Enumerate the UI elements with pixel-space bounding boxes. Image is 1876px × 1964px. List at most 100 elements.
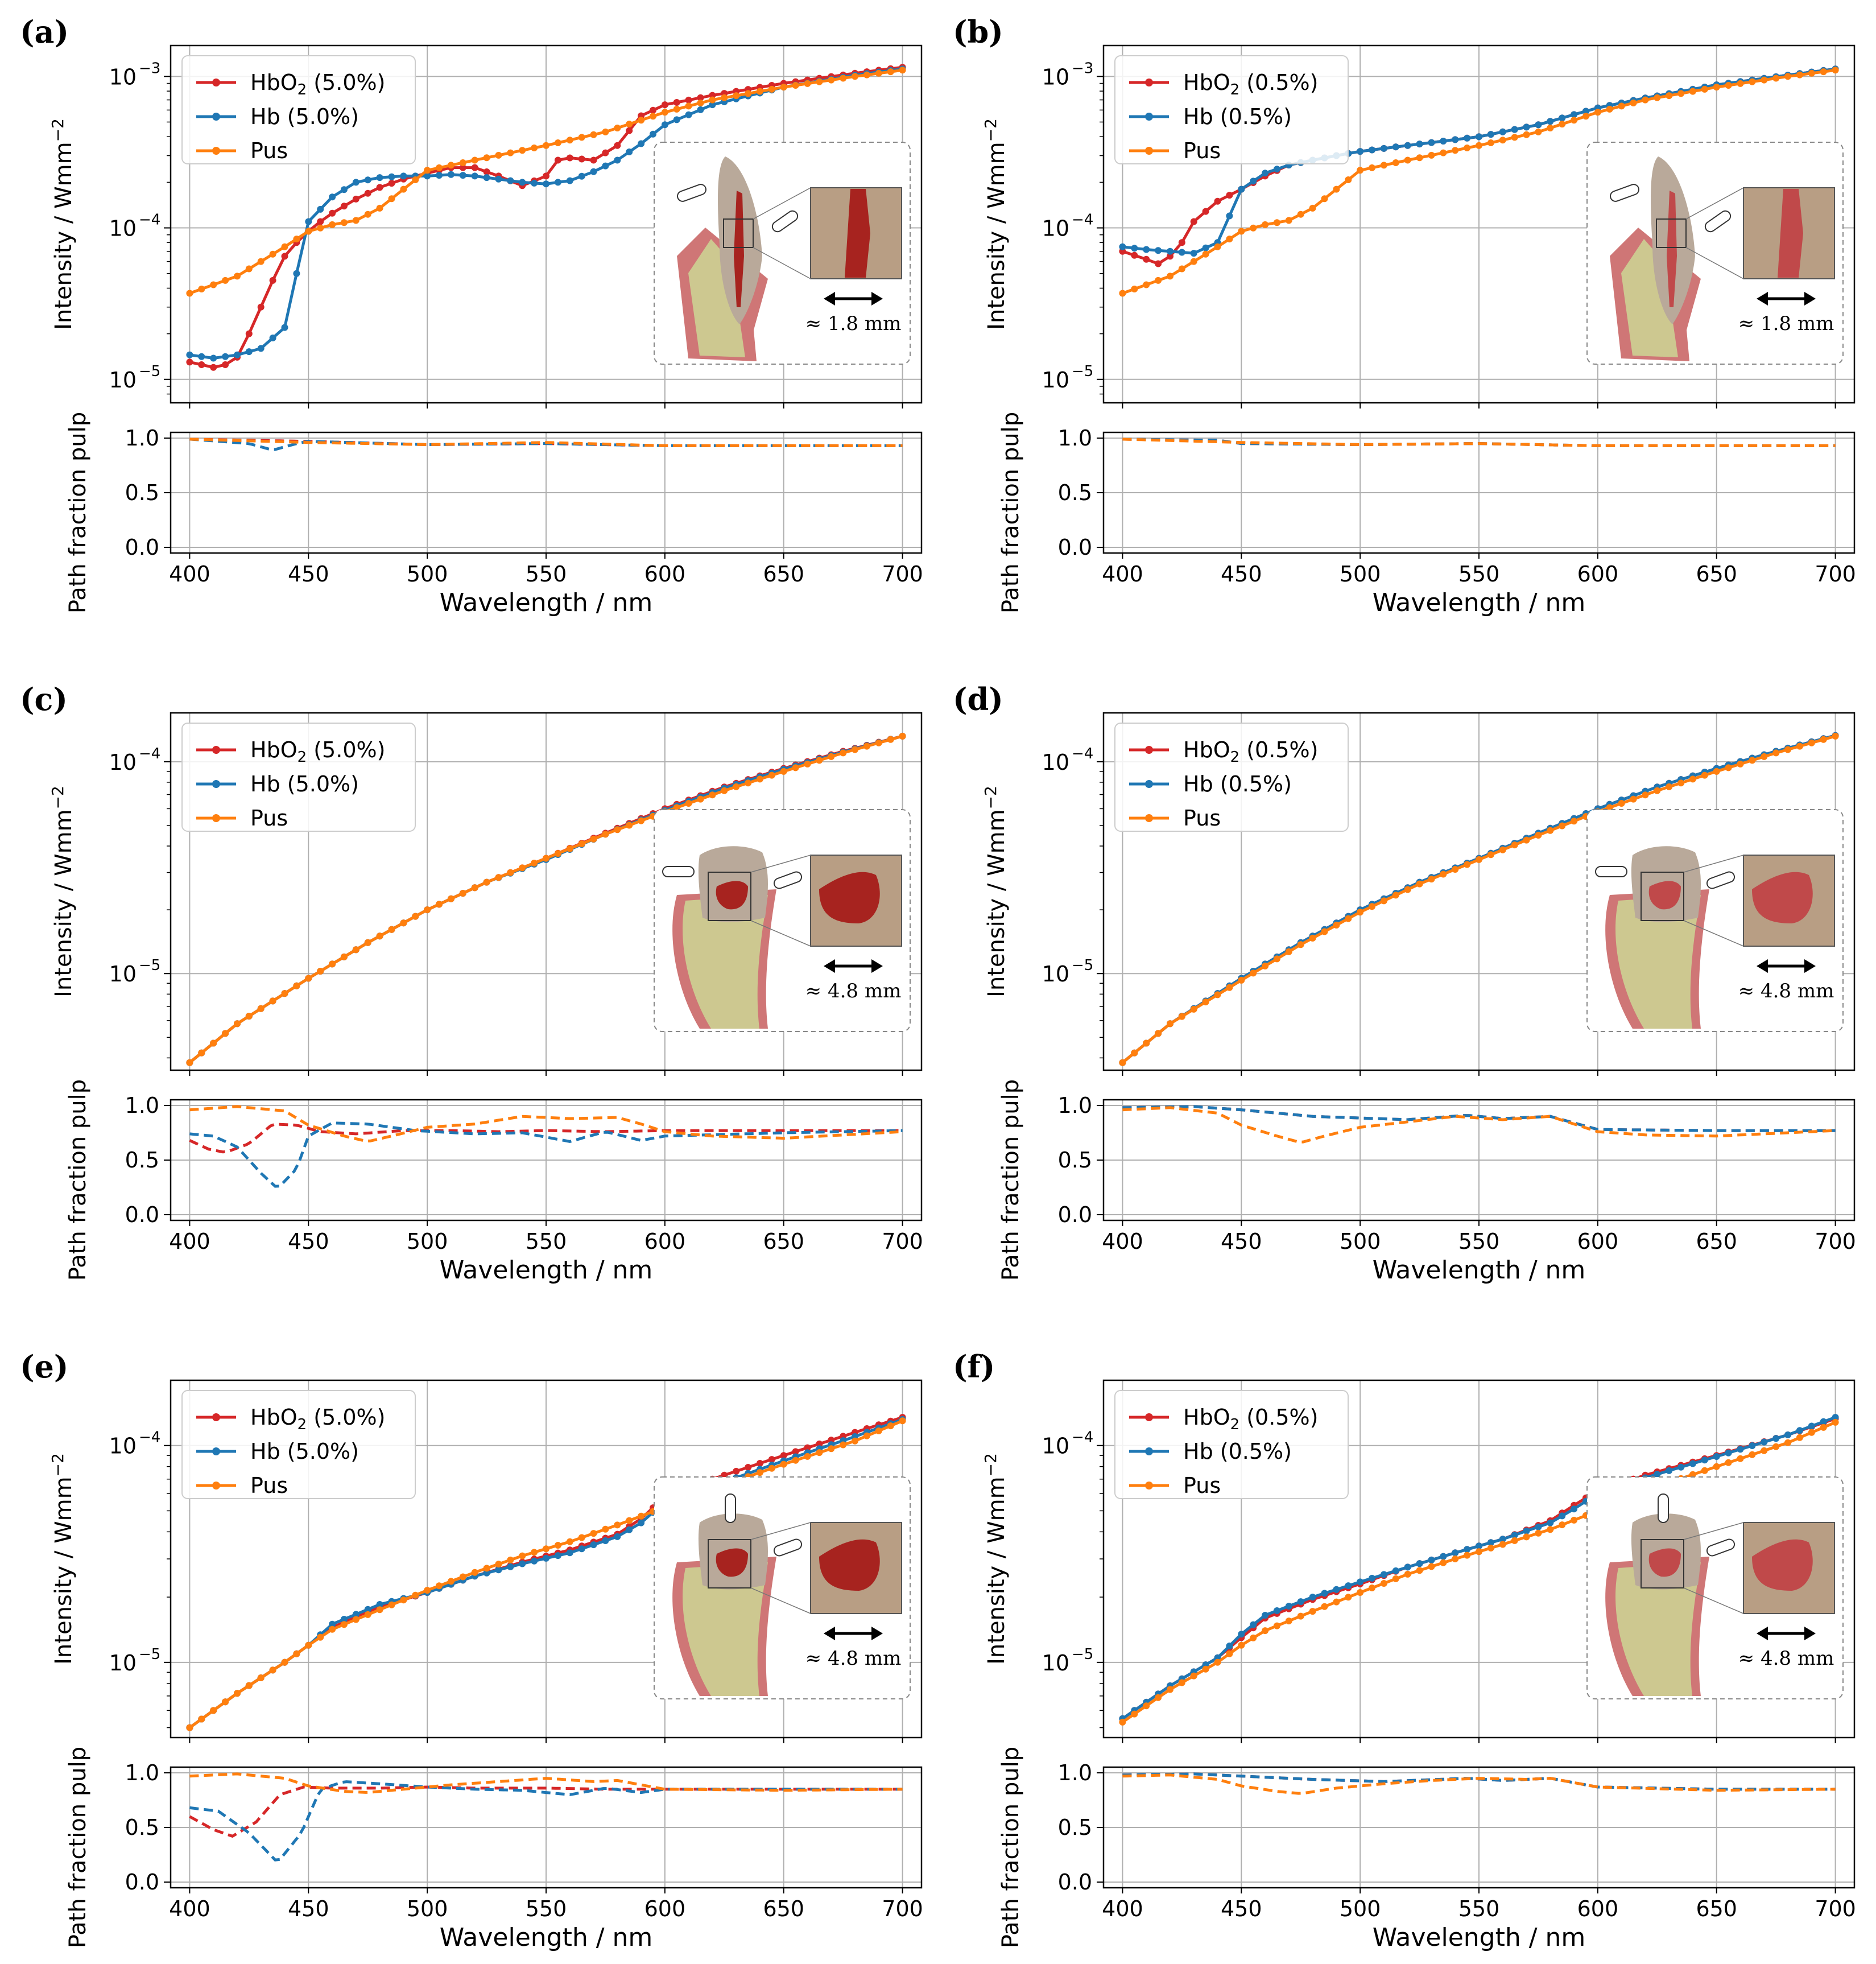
data-point: [1392, 892, 1399, 899]
data-point: [471, 164, 478, 171]
data-point: [638, 140, 645, 147]
x-tick-label: 650: [763, 1896, 804, 1921]
data-point: [1523, 123, 1530, 131]
y-tick-exponent: −4: [139, 212, 160, 229]
y-tick-exponent: −4: [1072, 745, 1093, 762]
y-tick-label: 10: [1042, 368, 1069, 393]
y-axis-label-path: Path fraction pulp: [65, 1747, 91, 1948]
data-point: [459, 172, 466, 179]
data-point: [733, 783, 740, 790]
data-point: [1297, 211, 1304, 218]
scale-arrow-right: [1804, 292, 1816, 306]
data-point: [352, 217, 360, 224]
data-point: [554, 1552, 561, 1559]
data-point: [1226, 192, 1233, 199]
data-point: [1250, 1621, 1257, 1628]
data-point: [1333, 1586, 1340, 1593]
data-point: [495, 1561, 502, 1568]
path-fraction-line: [1122, 1106, 1836, 1144]
data-point: [1820, 68, 1827, 76]
y-tick-label: 0.0: [125, 1870, 159, 1895]
data-point: [305, 218, 312, 225]
path-fraction-line: [1122, 1773, 1836, 1795]
data-point: [566, 845, 573, 852]
data-point: [1749, 78, 1756, 85]
data-point: [1416, 880, 1423, 888]
data-point: [1178, 249, 1185, 256]
data-point: [531, 145, 538, 151]
data-point: [519, 179, 526, 186]
y-tick-label: 10: [109, 962, 137, 987]
emitter-icon: [677, 184, 706, 202]
data-point: [1190, 1005, 1197, 1013]
data-point: [269, 250, 276, 258]
legend-label: Pus: [250, 138, 288, 163]
data-point: [1559, 822, 1566, 830]
data-point: [1487, 131, 1494, 138]
zoom-line: [750, 1522, 811, 1540]
data-point: [1428, 876, 1435, 883]
scale-text: ≈ 4.8 mm: [1738, 980, 1834, 1002]
data-point: [459, 1573, 466, 1581]
data-point: [1262, 1627, 1269, 1635]
data-point: [1559, 1521, 1566, 1529]
data-point: [1285, 217, 1292, 224]
data-point: [1262, 170, 1269, 177]
data-point: [709, 101, 716, 109]
data-point: [1701, 85, 1708, 93]
data-point: [1404, 1563, 1411, 1571]
data-point: [566, 137, 573, 144]
data-point: [519, 1552, 526, 1559]
data-point: [1416, 154, 1423, 162]
data-point: [875, 69, 882, 77]
data-point: [305, 228, 312, 235]
data-point: [1155, 277, 1162, 284]
data-point: [673, 99, 680, 106]
legend-marker: [212, 147, 220, 155]
y-axis-label: Intensity / Wmm−2: [981, 1453, 1010, 1665]
x-tick-label: 400: [169, 562, 210, 587]
legend-label: Hb (5.0%): [250, 1439, 359, 1464]
data-point: [780, 84, 787, 91]
y-tick-label: 0.0: [125, 1202, 159, 1227]
data-point: [1226, 1643, 1233, 1649]
data-point: [1131, 1710, 1138, 1718]
data-point: [1547, 827, 1554, 834]
data-point: [471, 884, 478, 892]
emitter-icon: [662, 866, 695, 877]
data-point: [210, 364, 217, 371]
pulp-shape: [1648, 881, 1681, 910]
data-point: [543, 142, 549, 149]
data-point: [257, 345, 265, 352]
data-point: [1357, 1589, 1364, 1596]
data-point: [222, 1030, 229, 1037]
data-point: [1701, 1467, 1708, 1474]
data-point: [1523, 131, 1530, 138]
panel-label: (a): [20, 14, 69, 50]
legend-marker: [212, 746, 220, 754]
data-point: [507, 869, 514, 876]
data-point: [554, 156, 561, 164]
data-point: [293, 1650, 300, 1657]
data-point: [1155, 247, 1162, 254]
data-point: [1262, 1612, 1269, 1619]
data-point: [1796, 742, 1803, 750]
data-point: [685, 111, 692, 118]
data-point: [1155, 1030, 1162, 1037]
y-tick-label: 1.0: [125, 1093, 159, 1118]
zoom-line: [1683, 920, 1744, 947]
data-point: [1677, 779, 1685, 787]
legend-label: HbO2 (0.5%): [1183, 70, 1318, 98]
data-point: [245, 348, 253, 356]
y-tick-exponent: −4: [139, 1429, 160, 1446]
scale-arrow-left: [824, 292, 835, 306]
data-point: [1499, 1536, 1506, 1543]
data-point: [436, 164, 443, 171]
data-point: [554, 1542, 561, 1549]
data-point: [1285, 1603, 1292, 1610]
data-point: [1547, 1526, 1554, 1533]
x-tick-label: 600: [1577, 562, 1619, 587]
data-point: [1630, 795, 1637, 803]
data-point: [340, 1621, 348, 1628]
data-point: [1167, 273, 1173, 280]
